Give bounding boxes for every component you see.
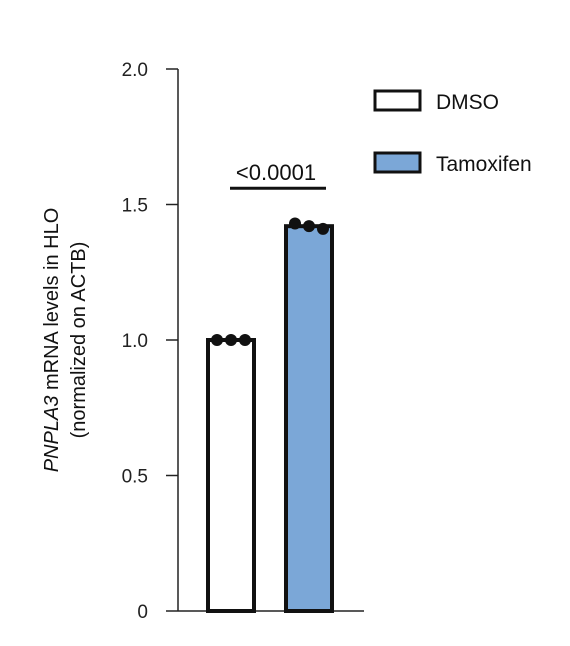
data-point [289, 217, 301, 230]
y-tick-label: 0 [137, 602, 148, 623]
data-point [303, 220, 315, 233]
legend-label-dmso: DMSO [436, 91, 499, 114]
legend: DMSO Tamoxifen [373, 89, 532, 176]
y-axis-label-line2: (normalized on ACTB) [68, 242, 90, 439]
y-ticks: 0 0.5 1.0 1.5 2.0 [122, 60, 178, 623]
y-tick-label: 2.0 [122, 60, 148, 81]
legend-label-tamoxifen: Tamoxifen [436, 153, 532, 176]
data-point [239, 334, 251, 346]
data-point [225, 334, 237, 346]
legend-swatch-tamoxifen [373, 151, 422, 174]
y-axis-label-italic: PNPLA3 [41, 396, 63, 473]
y-tick-label: 1.0 [122, 331, 148, 352]
y-axis-label: PNPLA3 mRNA levels in HLO (normalized on… [41, 208, 90, 473]
legend-swatch-dmso [373, 89, 422, 112]
significance-label: <0.0001 [236, 160, 316, 185]
y-axis-label-rest: mRNA levels in HLO [41, 208, 63, 396]
y-tick-label: 1.5 [122, 196, 148, 217]
bar-tamoxifen [284, 224, 334, 613]
bar-dmso [206, 338, 256, 613]
bars-group [206, 224, 334, 613]
y-tick-label: 0.5 [122, 467, 148, 488]
svg-text:PNPLA3 mRNA levels in HLO: PNPLA3 mRNA levels in HLO [41, 208, 63, 473]
data-point [211, 334, 223, 346]
points-group [211, 217, 329, 346]
data-point [317, 222, 329, 235]
